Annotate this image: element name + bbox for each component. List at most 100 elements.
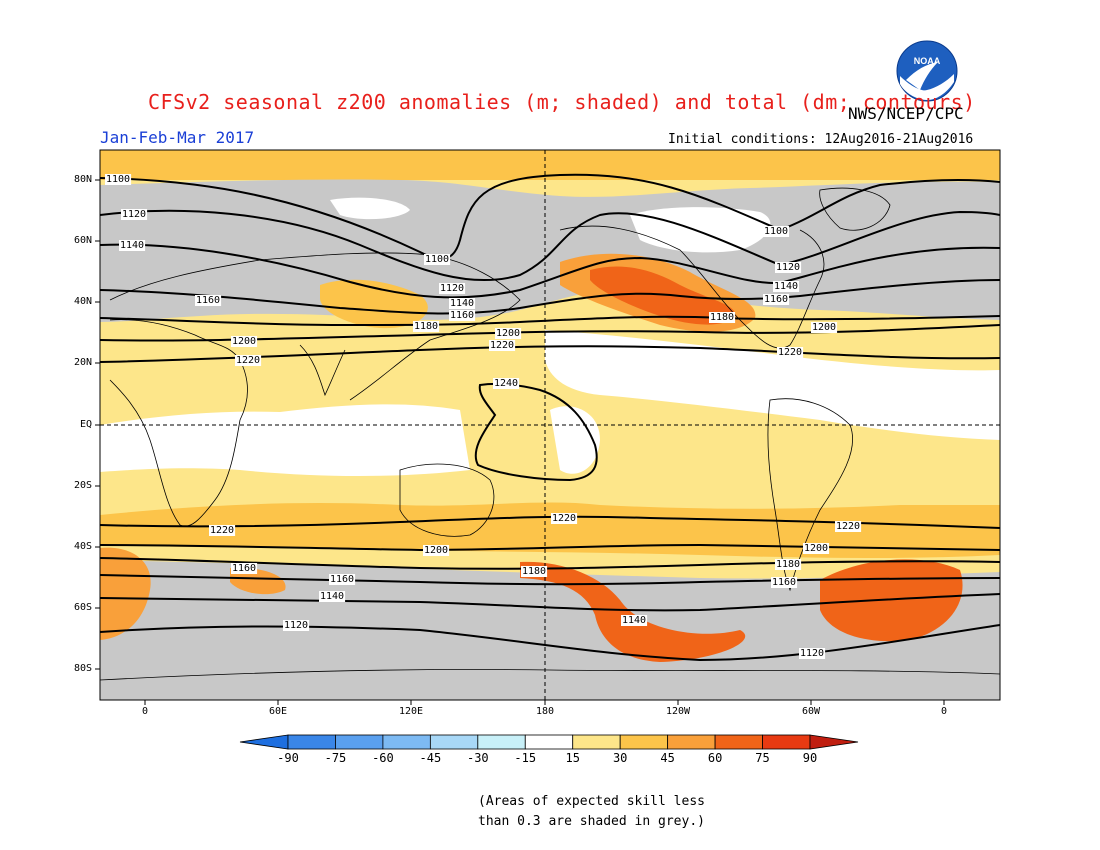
lat-label: 20N	[73, 357, 92, 368]
contour-label: 1200	[496, 328, 520, 339]
lat-label: 60N	[73, 235, 92, 246]
lon-label: 60E	[268, 706, 288, 717]
coastline-eurasia	[109, 252, 521, 401]
coastline-south-america	[767, 398, 854, 592]
contour-label: 1160	[450, 310, 474, 321]
colorbar-label: -15	[514, 751, 537, 765]
contour-1220-south	[100, 515, 1000, 529]
colorbar-swatch	[382, 734, 431, 750]
coastline-australia	[399, 463, 495, 537]
coastline-antarctica	[100, 669, 1000, 681]
colorbar-arrow-right	[809, 734, 859, 750]
page-title: CFSv2 seasonal z200 anomalies (m; shaded…	[148, 90, 976, 114]
lat-label: 40S	[73, 541, 92, 552]
contour-1120-south	[100, 624, 1000, 662]
skill-note: (Areas of expected skill less than 0.3 a…	[478, 792, 705, 832]
contour-label: 1220	[778, 347, 802, 358]
contour-label: 1140	[450, 298, 474, 309]
contour-label: 1160	[330, 574, 354, 585]
colorbar-label: 45	[660, 751, 675, 765]
initial-conditions-label: Initial conditions: 12Aug2016-21Aug2016	[668, 132, 974, 147]
contour-label: 1220	[236, 355, 260, 366]
colorbar	[239, 734, 859, 750]
colorbar-label: 90	[802, 751, 818, 765]
contour-1240	[474, 382, 598, 482]
white-region-tropics	[100, 404, 470, 476]
contour-label: 1200	[424, 545, 448, 556]
coastline-india	[299, 344, 346, 397]
contour-label: 1160	[764, 294, 788, 305]
contour-label: 1180	[710, 312, 734, 323]
lat-label: EQ	[79, 419, 92, 430]
contour-label: 1140	[120, 240, 144, 251]
contour-1140	[100, 243, 1000, 299]
lon-label: 180	[535, 706, 555, 717]
contour-1180	[100, 315, 1000, 327]
contour-label: 1120	[440, 283, 464, 294]
lat-label: 40N	[73, 296, 92, 307]
contour-label: 1140	[622, 615, 646, 626]
colorbar-label: 15	[565, 751, 580, 765]
colorbar-swatch	[335, 734, 384, 750]
colorbar-label: 30	[612, 751, 628, 765]
anomaly-orange-south-indian	[100, 547, 151, 640]
contour-1140-south	[100, 593, 1000, 612]
contour-label: 1120	[776, 262, 800, 273]
lon-label: 120E	[398, 706, 424, 717]
colorbar-swatch	[619, 734, 669, 750]
contour-label: 1180	[776, 559, 800, 570]
contour-label: 1180	[522, 566, 546, 577]
colorbar-swatch	[762, 734, 811, 750]
contour-label: 1220	[210, 525, 234, 536]
colorbar-swatch	[477, 734, 526, 750]
anomaly-red-north-pacific	[590, 266, 736, 325]
contour-label: 1100	[106, 174, 130, 185]
coastline-north-america	[559, 225, 825, 349]
white-region-north-america	[630, 207, 771, 253]
colorbar-arrow-left	[239, 734, 289, 750]
colorbar-label: 60	[707, 751, 723, 765]
colorbar-label: -45	[419, 751, 442, 765]
colorbar-label: -90	[277, 751, 299, 765]
contour-label: 1120	[800, 648, 824, 659]
contour-label: 1120	[122, 209, 146, 220]
colorbar-swatch	[714, 734, 763, 750]
colorbar-swatch	[287, 734, 336, 750]
colorbar-swatch	[429, 734, 479, 750]
contour-label: 1100	[764, 226, 788, 237]
anomaly-orange-asia	[320, 279, 428, 329]
contour-label: 1100	[425, 254, 449, 265]
lon-label: 120W	[665, 706, 691, 717]
lat-label: 20S	[73, 480, 92, 491]
colorbar-swatch	[524, 734, 574, 750]
contour-label: 1240	[494, 378, 518, 389]
colorbar-label: 75	[755, 751, 770, 765]
colorbar-swatch	[667, 734, 716, 750]
noaa-logo-text: NOAA	[914, 56, 941, 66]
contour-label: 1200	[232, 336, 256, 347]
contour-label: 1140	[320, 591, 344, 602]
coastline-africa	[109, 319, 248, 527]
contour-label: 1180	[414, 321, 438, 332]
contour-label: 1200	[804, 543, 828, 554]
contour-label: 1140	[774, 281, 798, 292]
contour-label: 1160	[772, 577, 796, 588]
anomaly-orange-south-indian-2	[230, 567, 286, 595]
white-region-central-pacific	[550, 406, 600, 474]
contour-label: 1160	[196, 295, 220, 306]
contour-1100	[100, 173, 1000, 260]
contour-label: 1220	[552, 513, 576, 524]
colorbar-label: -60	[372, 751, 394, 765]
contour-1200-south	[100, 543, 1000, 552]
colorbar-label: -30	[466, 751, 489, 765]
lon-label: 60W	[801, 706, 821, 717]
lat-label: 80N	[73, 174, 92, 185]
noaa-logo: NOAA	[896, 40, 958, 102]
skill-note-line: (Areas of expected skill less	[478, 794, 705, 809]
skill-note-line: than 0.3 are shaded in grey.)	[478, 814, 705, 829]
lat-label: 60S	[73, 602, 92, 613]
contour-label: 1200	[812, 322, 836, 333]
contour-label: 1220	[836, 521, 860, 532]
contour-1160	[100, 279, 1000, 315]
